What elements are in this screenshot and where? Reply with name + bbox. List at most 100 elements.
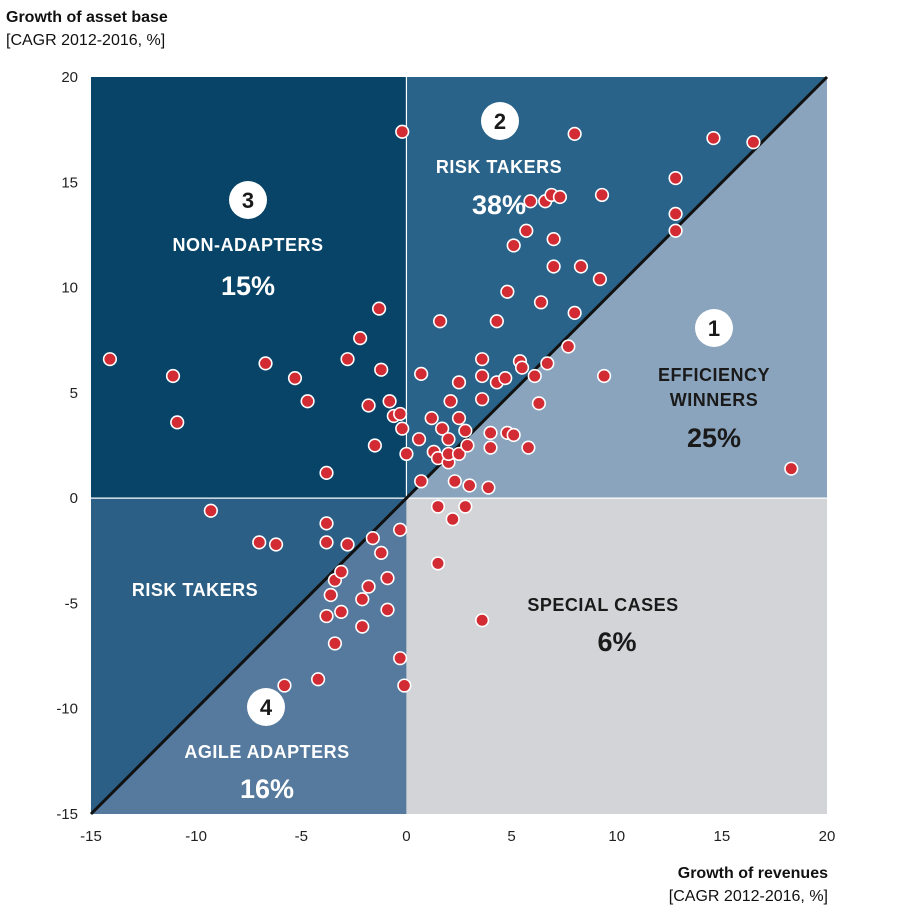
data-point xyxy=(300,394,315,409)
data-point xyxy=(592,272,607,287)
data-point xyxy=(483,440,498,455)
label-agile-adapters: AGILE ADAPTERS xyxy=(184,742,349,762)
badge-number-non-adapters: 3 xyxy=(242,188,254,213)
data-point xyxy=(430,556,446,571)
percent-special-cases: 6% xyxy=(597,627,636,657)
data-point xyxy=(540,356,555,371)
data-point xyxy=(414,474,429,489)
quadrant-labels: 2 RISK TAKERS 38% 3 NON-ADAPTERS 15% 1 EFFICIEN… xyxy=(132,102,770,804)
data-point xyxy=(594,187,610,203)
data-point xyxy=(432,314,448,329)
percent-non-adapters: 15% xyxy=(221,271,275,301)
data-point xyxy=(319,516,334,531)
data-points xyxy=(102,124,799,693)
data-point xyxy=(319,465,334,480)
data-point xyxy=(475,368,490,384)
badge-number-risk-takers: 2 xyxy=(494,109,506,134)
data-point xyxy=(668,206,683,221)
data-point xyxy=(371,301,387,316)
data-point xyxy=(451,411,467,426)
data-point xyxy=(382,394,397,409)
data-point xyxy=(498,371,513,386)
data-point xyxy=(393,406,408,422)
x-tick-label: -10 xyxy=(185,828,207,845)
data-point xyxy=(546,232,561,247)
data-point xyxy=(668,223,683,238)
data-point xyxy=(170,415,185,430)
data-point xyxy=(533,295,549,310)
y-tick-label: -10 xyxy=(56,701,78,718)
data-point xyxy=(531,396,547,411)
y-tick-label: 10 xyxy=(61,280,78,297)
data-point xyxy=(521,440,536,455)
x-axis-ticks: -15 -10 -5 0 5 10 15 20 xyxy=(80,828,835,845)
data-point xyxy=(165,368,181,384)
label-efficiency-line2: WINNERS xyxy=(670,390,759,410)
x-axis-title-main: Growth of revenues xyxy=(677,865,828,882)
data-point xyxy=(340,352,355,367)
data-point xyxy=(481,480,496,495)
data-point xyxy=(399,446,414,462)
data-point xyxy=(443,394,458,409)
data-point xyxy=(355,592,370,607)
data-point xyxy=(441,432,456,447)
x-axis-title-sub: [CAGR 2012-2016, %] xyxy=(668,888,828,905)
data-point xyxy=(596,368,612,384)
badge-risk-takers xyxy=(481,102,519,140)
percent-risk-takers-upper: 38% xyxy=(472,190,526,220)
x-tick-label: 0 xyxy=(402,828,410,845)
y-axis-ticks: -15 -10 -5 0 5 10 15 20 xyxy=(56,69,78,823)
data-point xyxy=(380,571,395,586)
x-tick-label: 15 xyxy=(714,828,731,845)
badge-efficiency xyxy=(695,309,733,347)
badge-agile xyxy=(247,688,285,726)
data-point xyxy=(527,368,542,384)
data-point xyxy=(311,672,326,687)
data-point xyxy=(706,130,721,146)
data-point xyxy=(451,446,467,462)
data-point xyxy=(395,421,410,436)
data-point xyxy=(411,432,427,447)
y-tick-label: -15 xyxy=(56,806,78,823)
region-non-adapters xyxy=(91,77,407,499)
y-tick-label: -5 xyxy=(65,595,78,612)
data-point xyxy=(561,339,576,354)
badge-number-efficiency: 1 xyxy=(708,316,720,341)
data-point xyxy=(523,194,538,209)
data-point xyxy=(334,604,349,619)
data-point xyxy=(483,425,498,440)
data-point xyxy=(268,537,284,552)
percent-efficiency: 25% xyxy=(687,423,741,453)
data-point xyxy=(445,512,460,527)
data-point xyxy=(475,392,490,407)
data-point xyxy=(353,331,368,346)
y-tick-label: 5 xyxy=(70,385,78,402)
data-point xyxy=(319,535,334,550)
x-tick-label: 20 xyxy=(819,828,836,845)
data-point xyxy=(506,238,521,253)
data-point xyxy=(365,531,380,546)
data-point xyxy=(784,461,799,476)
label-non-adapters: NON-ADAPTERS xyxy=(172,235,323,255)
data-point xyxy=(258,356,273,371)
data-point xyxy=(435,421,450,436)
data-point xyxy=(361,398,376,413)
x-tick-label: -15 xyxy=(80,828,102,845)
y-axis-title-sub: [CAGR 2012-2016, %] xyxy=(6,32,166,49)
data-point xyxy=(102,352,118,367)
label-risk-takers-lower: RISK TAKERS xyxy=(132,580,258,600)
percent-agile-adapters: 16% xyxy=(240,774,294,804)
x-tick-label: 10 xyxy=(608,828,625,845)
data-point xyxy=(567,126,582,141)
y-tick-label: 20 xyxy=(61,69,78,86)
data-point xyxy=(374,545,389,560)
data-point xyxy=(393,651,408,666)
data-point xyxy=(430,499,446,514)
data-point xyxy=(393,522,408,537)
data-point xyxy=(489,314,504,329)
data-point xyxy=(519,223,534,238)
label-efficiency-line1: EFFICIENCY xyxy=(658,365,770,385)
data-point xyxy=(546,259,561,274)
data-point xyxy=(287,371,303,386)
data-point xyxy=(746,135,761,150)
